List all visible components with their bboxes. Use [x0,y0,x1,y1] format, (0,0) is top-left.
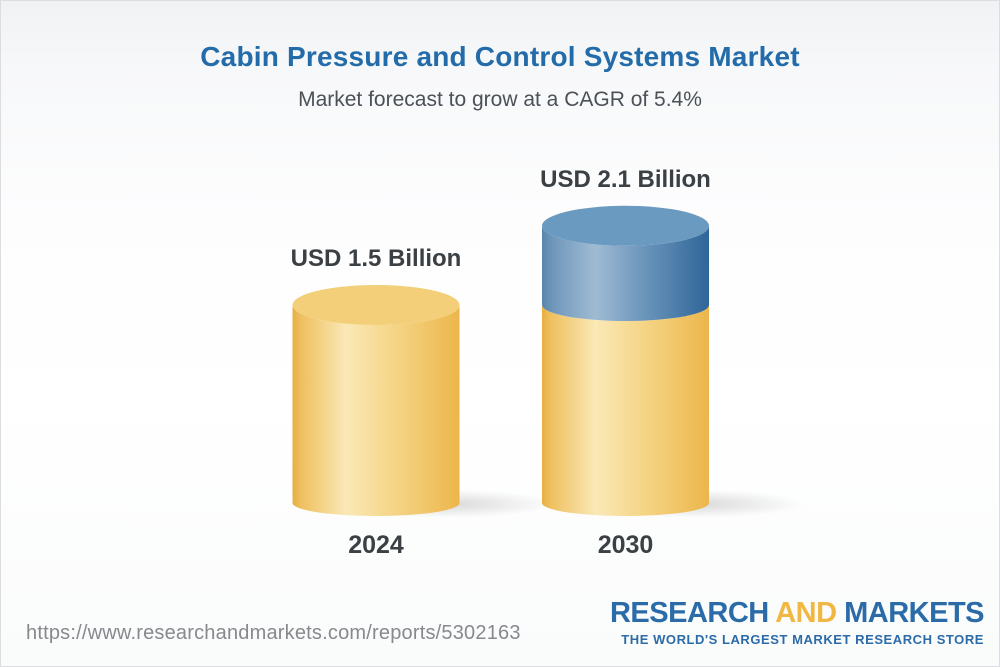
bar-segment-2024-gold [292,305,460,516]
page-title: Cabin Pressure and Control Systems Marke… [200,41,800,72]
report-url[interactable]: https://www.researchandmarkets.com/repor… [26,622,521,644]
logo-wordmark: RESEARCH AND MARKETS [609,597,985,629]
bar-value-label: USD 2.1 Billion [540,165,711,193]
logo-tagline: THE WORLD'S LARGEST MARKET RESEARCH STOR… [621,632,984,647]
logo-word-markets: MARKETS [844,597,984,629]
page-subtitle: Market forecast to grow at a CAGR of 5.4… [298,88,702,111]
bar-segment-2030-blue [542,225,709,321]
researchandmarkets-logo: RESEARCH AND MARKETS THE WORLD'S LARGEST… [609,597,985,647]
bar-segment-2030-gold [542,305,709,516]
logo-word-and: AND [775,597,837,629]
bar-value-label: USD 1.5 Billion [290,245,462,272]
bar-top-2030 [542,205,709,246]
bar-top-2024 [292,285,460,325]
bar-category-label: 2024 [348,531,404,559]
bar-category-label: 2030 [597,531,654,559]
logo-word-research: RESEARCH [609,597,769,629]
